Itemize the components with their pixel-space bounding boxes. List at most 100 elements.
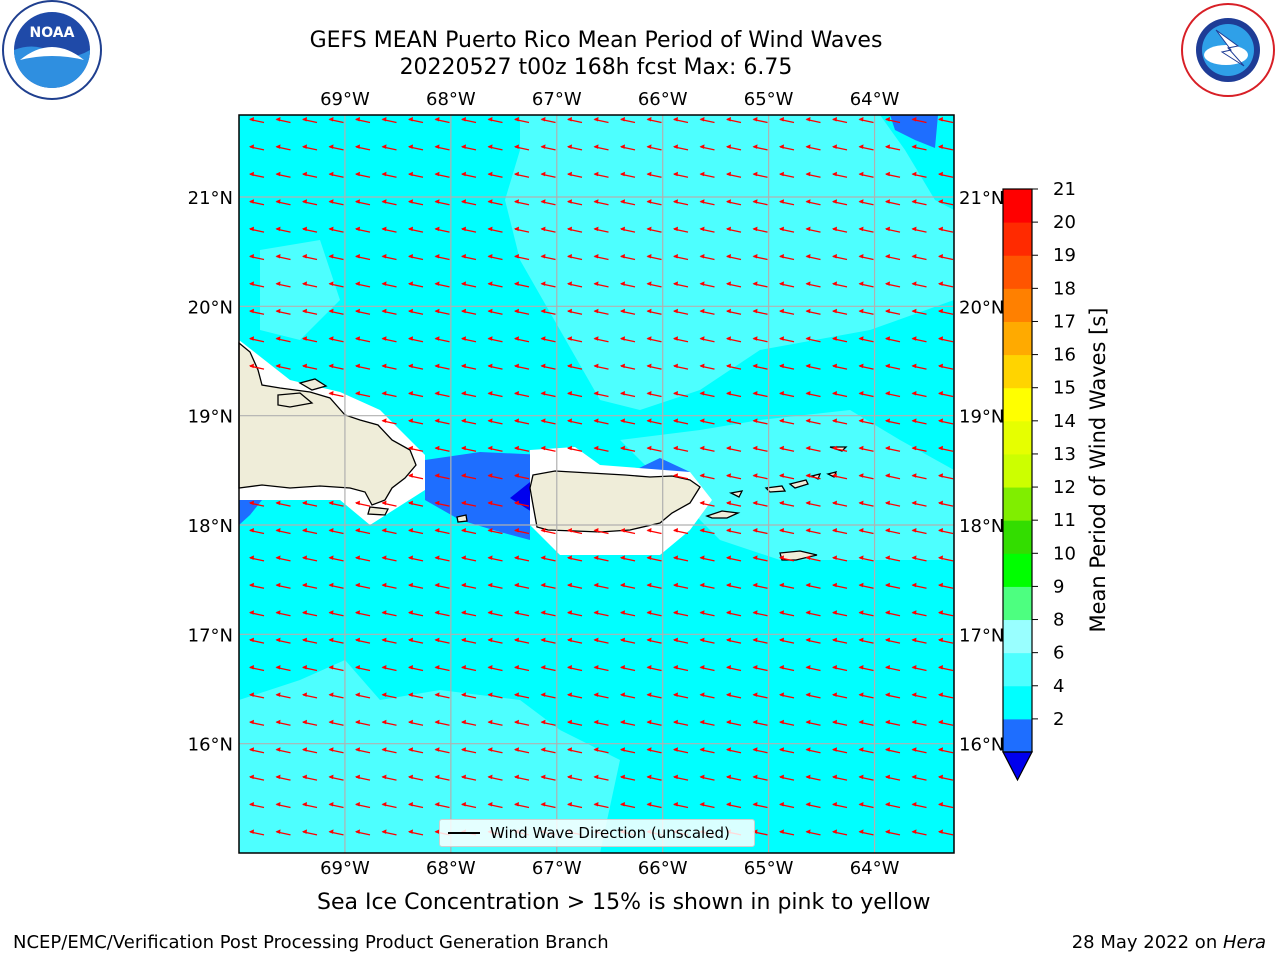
wind-wave-arrow xyxy=(673,363,689,370)
wind-wave-arrow xyxy=(699,637,715,644)
wind-wave-arrow xyxy=(514,363,530,370)
wind-wave-arrow xyxy=(938,308,954,315)
wind-wave-arrow xyxy=(805,336,821,343)
wind-wave-arrow xyxy=(328,555,344,562)
wind-wave-arrow xyxy=(275,199,291,206)
wind-wave-arrow xyxy=(620,610,636,617)
wind-wave-arrow xyxy=(911,144,927,151)
wind-wave-arrow xyxy=(779,308,795,315)
wind-wave-arrow xyxy=(911,500,927,507)
wind-wave-arrow xyxy=(752,391,768,398)
wind-wave-arrow xyxy=(805,500,821,507)
wind-wave-arrow xyxy=(699,336,715,343)
legend-line-swatch xyxy=(448,832,480,834)
wind-wave-arrow xyxy=(461,500,477,507)
wind-wave-arrow xyxy=(885,473,901,480)
wind-wave-arrow xyxy=(805,363,821,370)
wind-wave-arrow xyxy=(620,117,636,124)
colorbar-segment xyxy=(1003,354,1032,389)
colorbar-segment xyxy=(1003,553,1032,587)
wind-wave-arrow xyxy=(938,391,954,398)
wind-wave-arrow xyxy=(461,747,477,754)
wind-wave-arrow xyxy=(487,665,503,672)
wind-wave-arrow xyxy=(646,719,662,726)
wind-wave-arrow xyxy=(381,336,397,343)
colorbar-tick-label: 11 xyxy=(1053,510,1076,531)
wind-wave-arrow xyxy=(885,692,901,699)
wind-wave-arrow xyxy=(832,582,848,589)
wind-wave-arrow xyxy=(514,774,530,781)
wind-wave-arrow xyxy=(381,829,397,836)
lon-tick-label: 68°W xyxy=(426,858,476,879)
wind-wave-arrow xyxy=(699,473,715,480)
wind-wave-arrow xyxy=(434,336,450,343)
wind-wave-arrow xyxy=(805,528,821,535)
wind-wave-arrow xyxy=(302,144,318,151)
wind-wave-arrow xyxy=(302,802,318,809)
wind-wave-arrow xyxy=(540,665,556,672)
wind-wave-arrow xyxy=(885,199,901,206)
wind-wave-arrow xyxy=(752,665,768,672)
wind-wave-arrow xyxy=(752,637,768,644)
wind-wave-arrow xyxy=(673,637,689,644)
wind-wave-arrow xyxy=(805,226,821,233)
wind-wave-arrow xyxy=(487,747,503,754)
wind-wave-arrow xyxy=(911,308,927,315)
wind-wave-arrow xyxy=(408,528,424,535)
wind-wave-arrow xyxy=(461,528,477,535)
wind-wave-arrow xyxy=(408,281,424,288)
wind-wave-arrow xyxy=(593,308,609,315)
wind-wave-arrow xyxy=(328,171,344,178)
wind-wave-arrow xyxy=(938,473,954,480)
wind-wave-arrow xyxy=(699,363,715,370)
wind-wave-arrow xyxy=(938,665,954,672)
wind-wave-arrow xyxy=(646,582,662,589)
wind-wave-arrow xyxy=(249,637,265,644)
lat-tick-label: 21°N xyxy=(959,188,1004,209)
wind-wave-arrow xyxy=(249,802,265,809)
wind-wave-arrow xyxy=(514,117,530,124)
wind-wave-arrow xyxy=(752,226,768,233)
wind-wave-arrow xyxy=(593,719,609,726)
wind-wave-arrow xyxy=(832,308,848,315)
wind-wave-arrow xyxy=(249,363,265,370)
wind-wave-arrow xyxy=(646,226,662,233)
wind-wave-arrow xyxy=(408,500,424,507)
wind-wave-arrow xyxy=(779,171,795,178)
wind-wave-arrow xyxy=(408,171,424,178)
wind-wave-arrow xyxy=(593,610,609,617)
wind-wave-arrow xyxy=(540,802,556,809)
wind-wave-arrow xyxy=(858,802,874,809)
wind-wave-arrow xyxy=(646,610,662,617)
wind-wave-arrow xyxy=(911,363,927,370)
wind-wave-arrow xyxy=(408,610,424,617)
lat-tick-label: 20°N xyxy=(959,297,1004,318)
wind-wave-arrow xyxy=(858,445,874,452)
wind-wave-arrow xyxy=(408,199,424,206)
wind-wave-arrow xyxy=(461,802,477,809)
wind-wave-arrow xyxy=(540,281,556,288)
wind-wave-arrow xyxy=(355,774,371,781)
wind-wave-arrow xyxy=(328,747,344,754)
wind-wave-arrow xyxy=(328,226,344,233)
period-fill-under-2 xyxy=(510,482,532,512)
wind-wave-arrow xyxy=(911,555,927,562)
wind-wave-arrow xyxy=(540,774,556,781)
colorbar-tick-label: 21 xyxy=(1053,179,1076,200)
wind-wave-arrow xyxy=(805,692,821,699)
wind-wave-arrow xyxy=(540,117,556,124)
wind-wave-arrow xyxy=(249,610,265,617)
wind-wave-arrow xyxy=(593,637,609,644)
wind-wave-arrow xyxy=(938,117,954,124)
wind-wave-arrow xyxy=(646,281,662,288)
wind-wave-arrow xyxy=(673,692,689,699)
wind-wave-arrow xyxy=(699,254,715,261)
wind-wave-arrow xyxy=(355,692,371,699)
footer-branch: NCEP/EMC/Verification Post Processing Pr… xyxy=(13,932,609,953)
wind-wave-arrow xyxy=(646,363,662,370)
land-island xyxy=(788,479,809,489)
wind-wave-arrow xyxy=(726,610,742,617)
wind-wave-arrow xyxy=(752,199,768,206)
wind-wave-arrow xyxy=(408,445,424,452)
wind-wave-arrow xyxy=(885,144,901,151)
